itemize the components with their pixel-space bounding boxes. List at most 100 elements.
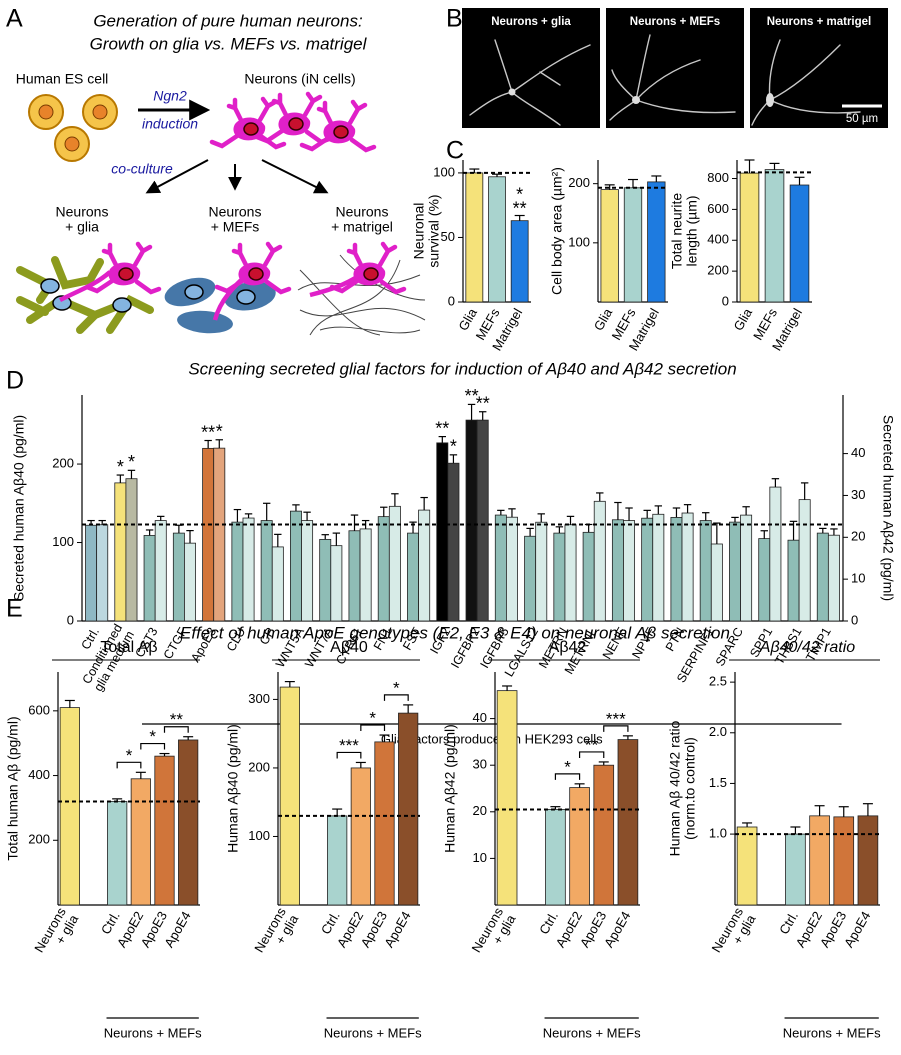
panel-letter: B <box>446 5 463 33</box>
group-label: Neurons + MEFs <box>543 1025 641 1040</box>
significance-label: * <box>117 457 124 477</box>
bar <box>593 764 615 906</box>
micrograph-label: Neurons + MEFs <box>630 16 720 28</box>
bar <box>833 816 855 906</box>
label: Neurons (iN cells) <box>244 71 355 87</box>
bar <box>59 707 80 906</box>
bar <box>764 169 785 303</box>
bar <box>154 520 167 622</box>
bar <box>670 517 683 622</box>
bar <box>582 531 595 622</box>
matrigel-scene <box>297 244 426 336</box>
bar <box>827 534 840 622</box>
tick-label: 100 <box>433 164 455 179</box>
neuron <box>212 99 284 147</box>
bar <box>465 419 478 622</box>
bar <box>107 801 128 906</box>
tick-label: 30 <box>473 757 487 772</box>
bar <box>623 187 643 303</box>
chart-subtitle: Aβ40 <box>330 639 368 656</box>
significance-bracket <box>554 773 581 780</box>
significance-label: * <box>516 184 523 204</box>
tick-label: 40 <box>851 445 865 460</box>
bar <box>769 486 782 622</box>
tick-label: 1.0 <box>709 826 727 841</box>
bar <box>787 539 800 622</box>
x-tick-label: Glia <box>731 305 756 333</box>
significance-bracket <box>360 724 386 732</box>
bar <box>407 532 419 622</box>
group-label: Neurons + MEFs <box>104 1025 202 1040</box>
tick-label: 0 <box>722 293 729 308</box>
tick-label: 600 <box>28 702 50 717</box>
tick-label: 400 <box>28 767 50 782</box>
bar <box>758 538 771 622</box>
panel-letter: C <box>446 137 464 165</box>
bar <box>418 509 431 622</box>
bar <box>593 500 606 622</box>
tick-label: 100 <box>248 828 270 843</box>
tick-label: 200 <box>52 455 74 470</box>
significance-label: * <box>149 727 156 746</box>
panel-a: Generation of pure human neurons: Growth… <box>16 11 426 336</box>
group-label: Neurons + MEFs <box>324 1025 422 1040</box>
x-tick-label: Neurons+ glia <box>252 904 302 962</box>
significance-label: * <box>564 757 571 776</box>
soma <box>508 88 516 96</box>
mef-nucleus <box>184 284 204 300</box>
bar <box>154 755 175 906</box>
mef <box>177 310 233 334</box>
tick-label: 30 <box>851 487 865 502</box>
significance-label: *** <box>339 736 359 755</box>
tick-label: 0 <box>67 612 74 627</box>
panel-letter: D <box>6 367 24 395</box>
bar <box>857 815 879 906</box>
arrow-label: Ngn2 <box>153 88 187 104</box>
glia-nucleus <box>52 295 72 311</box>
bar <box>289 510 302 622</box>
bar <box>271 546 284 622</box>
panel-letter: E <box>6 595 23 623</box>
significance-label: * <box>393 678 400 697</box>
x-tick-label: CTGF <box>161 625 190 662</box>
bar <box>260 520 273 622</box>
significance-label: ** <box>585 735 599 754</box>
bar <box>172 532 185 622</box>
nucleus <box>38 104 54 120</box>
bar <box>488 176 506 303</box>
bar <box>535 521 548 622</box>
soma <box>766 93 774 107</box>
bar <box>130 778 151 906</box>
bar <box>496 690 518 906</box>
tick-label: 400 <box>707 232 729 247</box>
significance-label: * <box>126 746 133 765</box>
tick-label: 0 <box>448 293 455 308</box>
condition-label: Neurons + MEFs <box>209 203 262 234</box>
tick-label: 0 <box>851 612 858 627</box>
significance-bracket <box>116 761 142 769</box>
significance-bracket <box>603 725 629 732</box>
bar <box>231 521 244 622</box>
nucleus <box>92 104 108 120</box>
bar <box>617 739 639 906</box>
chart-subtitle: Total Aβ <box>100 639 157 656</box>
x-tick-label: Neurons+ glia <box>469 904 519 962</box>
bar <box>350 767 371 906</box>
bar <box>178 739 199 906</box>
bar <box>652 513 665 622</box>
bar <box>494 514 507 622</box>
bar <box>213 447 226 622</box>
condition-label: Neurons + matrigel <box>331 203 393 234</box>
bar <box>374 741 395 906</box>
group-label: Glial factors produced in HEK293 cells <box>381 731 603 746</box>
y-axis-label: Total neuritelength (µm) <box>668 193 699 269</box>
tick-label: 2.5 <box>709 674 727 689</box>
tick-label: 20 <box>851 529 865 544</box>
bar <box>710 543 723 622</box>
significance-label: ** <box>476 393 490 413</box>
bar <box>506 516 518 622</box>
bar <box>611 519 624 622</box>
